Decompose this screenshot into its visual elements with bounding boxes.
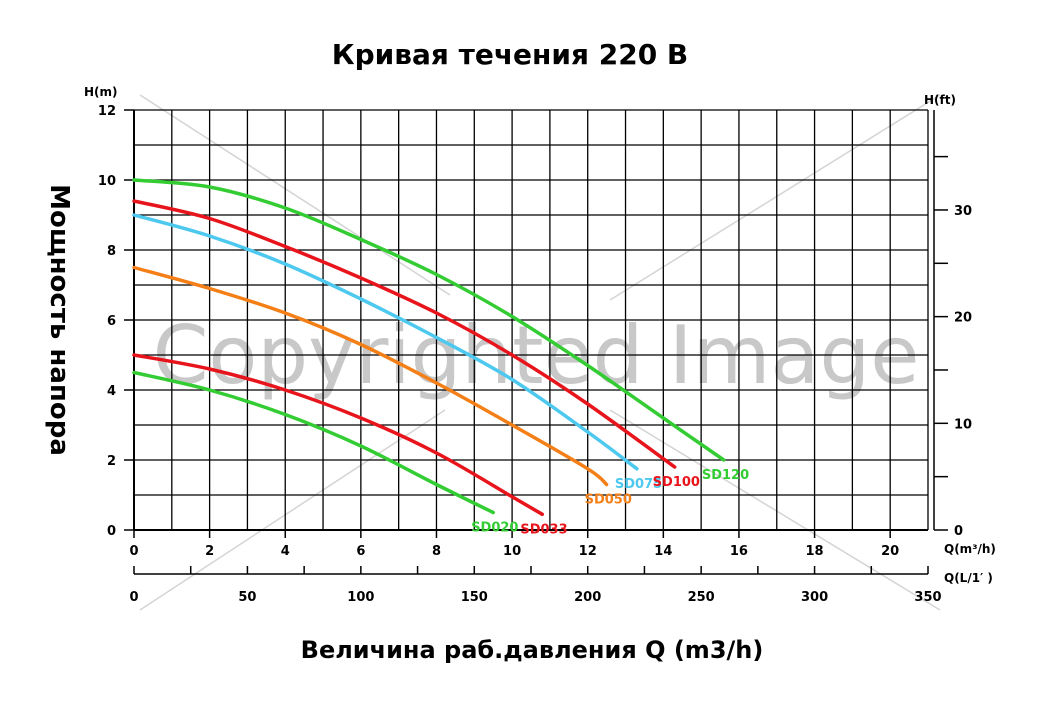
series-line-sd075 bbox=[132, 213, 639, 471]
x-secondary-tick-label: 100 bbox=[347, 590, 374, 605]
x-unit-secondary: Q(L/1′ ) bbox=[944, 571, 993, 585]
y-right-tick-label: 30 bbox=[954, 204, 972, 219]
y-tick-label: 0 bbox=[107, 524, 116, 539]
y-right-tick-label: 10 bbox=[954, 417, 972, 432]
watermark-line bbox=[609, 94, 941, 301]
x-secondary-tick-label: 250 bbox=[688, 590, 715, 605]
series-line-sd050 bbox=[132, 265, 609, 487]
y-tick-label: 4 bbox=[107, 384, 116, 399]
x-tick-label: 4 bbox=[281, 544, 290, 559]
x-unit-primary: Q(m³/h) bbox=[944, 542, 996, 556]
x-secondary-tick-label: 150 bbox=[461, 590, 488, 605]
x-tick-label: 16 bbox=[730, 544, 748, 559]
x-tick-label: 14 bbox=[654, 544, 672, 559]
series-line-sd033 bbox=[132, 353, 545, 517]
series-line-sd020 bbox=[132, 370, 495, 515]
y-tick-label: 8 bbox=[107, 244, 116, 259]
x-tick-label: 10 bbox=[503, 544, 521, 559]
series-line-sd120 bbox=[132, 178, 726, 462]
x-secondary-tick-label: 300 bbox=[801, 590, 828, 605]
series-label-sd075: SD075 bbox=[615, 477, 662, 492]
series-lines bbox=[132, 178, 726, 517]
x-secondary-tick-label: 50 bbox=[238, 590, 256, 605]
x-secondary-tick-label: 350 bbox=[914, 590, 941, 605]
x-secondary-tick-label: 0 bbox=[129, 590, 138, 605]
y-right-unit: H(ft) bbox=[924, 93, 956, 107]
series-label-sd020: SD020 bbox=[471, 521, 518, 536]
y-right-tick-label: 20 bbox=[954, 311, 972, 326]
x-secondary-tick-label: 200 bbox=[574, 590, 601, 605]
grid bbox=[133, 109, 929, 531]
y-right-tick-label: 0 bbox=[954, 524, 963, 539]
watermark-line bbox=[139, 94, 451, 296]
x-tick-label: 0 bbox=[129, 544, 138, 559]
series-label-sd100: SD100 bbox=[653, 475, 700, 490]
y-tick-label: 2 bbox=[107, 454, 116, 469]
y-axis-title: Мощность напора bbox=[44, 184, 74, 456]
y-left-unit: H(m) bbox=[84, 85, 118, 99]
x-tick-label: 20 bbox=[881, 544, 899, 559]
series-line-sd100 bbox=[132, 199, 677, 469]
series-label-sd050: SD050 bbox=[585, 493, 632, 508]
watermark-line bbox=[609, 409, 941, 611]
x-tick-label: 8 bbox=[432, 544, 441, 559]
y-tick-label: 10 bbox=[98, 174, 116, 189]
chart-title: Кривая течения 220 В bbox=[332, 38, 689, 71]
x-tick-label: 18 bbox=[806, 544, 824, 559]
series-label-sd120: SD120 bbox=[702, 468, 749, 483]
watermark-line bbox=[139, 409, 446, 611]
series-label-sd033: SD033 bbox=[520, 522, 567, 537]
y-tick-label: 12 bbox=[98, 104, 116, 119]
x-tick-label: 6 bbox=[356, 544, 365, 559]
x-axis-title: Величина раб.давления Q (m3/h) bbox=[301, 636, 764, 664]
y-tick-label: 6 bbox=[107, 314, 116, 329]
x-tick-label: 2 bbox=[205, 544, 214, 559]
x-tick-label: 12 bbox=[579, 544, 597, 559]
